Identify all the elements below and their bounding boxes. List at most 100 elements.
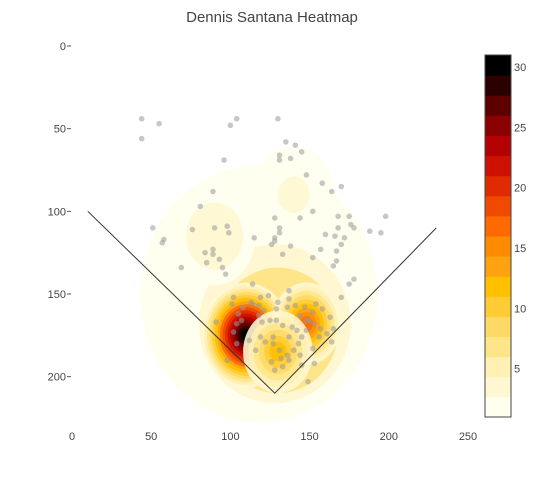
density-peak-band	[198, 217, 231, 255]
data-point	[238, 317, 245, 324]
data-point	[229, 301, 235, 307]
data-point	[262, 339, 269, 345]
data-point	[378, 230, 384, 236]
data-point	[276, 230, 283, 236]
data-point	[309, 309, 316, 315]
data-point	[290, 347, 297, 354]
data-point	[227, 122, 234, 129]
data-point	[297, 352, 303, 358]
data-point	[279, 322, 286, 329]
y-tick-label: 150	[48, 289, 66, 301]
data-point	[276, 152, 283, 158]
x-tick-label: 50	[145, 431, 157, 443]
y-tick-label: 100	[48, 206, 66, 218]
data-point	[327, 314, 333, 320]
data-point	[240, 304, 246, 311]
data-point	[292, 142, 299, 148]
data-point	[251, 234, 257, 241]
colorbar-cell	[485, 316, 511, 338]
colorbar-cell	[485, 356, 511, 378]
data-point	[256, 312, 262, 319]
data-point	[306, 317, 313, 324]
data-point	[328, 188, 335, 195]
data-point	[273, 317, 280, 324]
data-point	[309, 208, 316, 215]
data-point	[292, 302, 299, 309]
data-point	[138, 135, 145, 142]
colorbar-cell	[485, 155, 511, 177]
data-point	[294, 327, 300, 334]
data-point	[197, 203, 204, 210]
colorbar-border	[484, 54, 512, 418]
data-point	[341, 234, 348, 241]
data-point	[287, 243, 294, 249]
colorbar-cell	[485, 195, 511, 217]
data-point	[346, 281, 353, 287]
data-point	[276, 157, 283, 163]
data-point	[246, 337, 253, 344]
data-point	[270, 340, 276, 347]
data-point	[230, 329, 237, 335]
data-point	[273, 306, 280, 312]
data-point	[295, 340, 302, 347]
y-tick-label: 0	[60, 41, 66, 53]
data-point	[156, 120, 162, 127]
data-point	[303, 327, 310, 334]
data-point	[302, 304, 308, 311]
data-point	[335, 213, 341, 220]
colorbar-cell	[485, 236, 511, 257]
data-point	[275, 299, 281, 306]
data-point	[309, 254, 316, 261]
colorbar-cell	[485, 175, 511, 197]
data-point	[178, 264, 185, 271]
data-point	[259, 319, 265, 325]
data-point	[338, 294, 345, 301]
scatter-points	[138, 115, 389, 385]
strike-zone-line	[87, 210, 437, 394]
colorbar-cell	[485, 115, 511, 136]
data-point	[322, 231, 329, 238]
colorbar-cell	[485, 376, 511, 398]
data-point	[210, 251, 216, 258]
data-point	[276, 347, 283, 354]
data-point	[210, 188, 216, 195]
data-point	[286, 357, 292, 363]
data-point	[222, 271, 229, 277]
data-point	[271, 234, 278, 241]
data-point	[332, 233, 338, 239]
data-point	[319, 306, 326, 312]
colorbar-tick-label: 5	[514, 364, 520, 376]
data-point	[286, 296, 292, 302]
data-point	[286, 334, 292, 340]
data-point	[230, 294, 237, 301]
data-point	[248, 299, 254, 306]
data-point	[313, 301, 319, 307]
data-point	[309, 345, 316, 352]
colorbar-cell	[485, 256, 511, 277]
data-point	[233, 320, 240, 327]
colorbar-cell	[485, 135, 511, 157]
y-tick-label: 200	[48, 372, 66, 384]
data-point	[211, 225, 218, 231]
data-point	[298, 149, 305, 155]
data-point	[267, 317, 273, 324]
x-tick-label: 0	[69, 431, 75, 443]
data-point	[287, 155, 294, 162]
data-point	[271, 215, 278, 221]
x-tick-label: 100	[221, 431, 239, 443]
data-point	[289, 324, 295, 330]
data-point	[316, 334, 322, 340]
data-point	[305, 378, 311, 385]
data-point	[216, 256, 223, 263]
data-point	[279, 251, 286, 258]
data-point	[226, 230, 232, 236]
data-point	[335, 225, 341, 231]
colorbar-cell	[485, 75, 511, 96]
data-point	[233, 115, 240, 122]
data-point	[330, 263, 337, 269]
data-point	[286, 287, 292, 294]
x-tick-label: 150	[300, 431, 318, 443]
data-point	[219, 264, 226, 271]
